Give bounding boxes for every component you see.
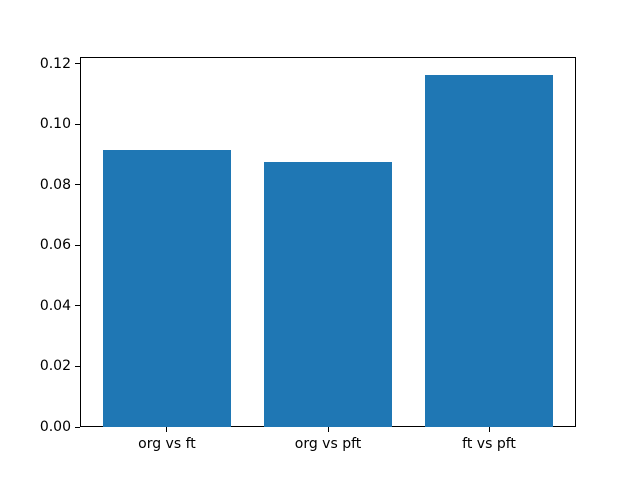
- y-tick-mark: [75, 244, 80, 246]
- y-tick-label: 0.12: [39, 55, 71, 72]
- y-tick-mark: [75, 426, 80, 428]
- y-tick-label: 0.06: [39, 237, 71, 254]
- y-tick-label: 0.02: [39, 358, 71, 375]
- x-tick-mark: [488, 427, 490, 432]
- y-tick-mark: [75, 305, 80, 307]
- bar-org-vs-ft: [102, 150, 232, 427]
- y-tick-mark: [75, 63, 80, 65]
- y-tick-mark: [75, 184, 80, 186]
- y-tick-mark: [75, 123, 80, 125]
- y-tick-mark: [75, 365, 80, 367]
- x-tick-mark: [166, 427, 168, 432]
- y-tick-label: 0.08: [39, 176, 71, 193]
- x-tick-mark: [327, 427, 329, 432]
- x-tick-label: ft vs pft: [462, 436, 516, 452]
- bar-ft-vs-pft: [424, 74, 554, 427]
- x-tick-label: org vs pft: [294, 436, 362, 452]
- bar-org-vs-pft: [263, 162, 393, 427]
- y-tick-label: 0.10: [39, 116, 71, 133]
- bars-layer: [80, 57, 576, 427]
- y-tick-label: 0.00: [39, 419, 71, 435]
- y-tick-label: 0.04: [39, 297, 71, 314]
- x-tick-label: org vs ft: [138, 436, 196, 452]
